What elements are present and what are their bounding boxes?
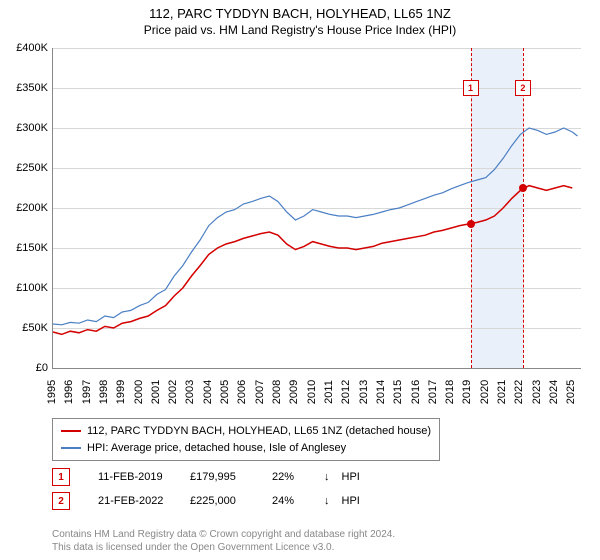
x-tick-label: 2015 [392, 380, 404, 404]
legend-label: 112, PARC TYDDYN BACH, HOLYHEAD, LL65 1N… [87, 423, 431, 440]
x-tick-label: 2000 [133, 380, 145, 404]
x-tick-label: 2007 [254, 380, 266, 404]
chart-container: 112, PARC TYDDYN BACH, HOLYHEAD, LL65 1N… [0, 0, 600, 560]
chart-subtitle: Price paid vs. HM Land Registry's House … [0, 21, 600, 37]
x-tick-label: 2018 [444, 380, 456, 404]
x-tick-label: 2017 [427, 380, 439, 404]
x-tick-label: 2025 [565, 380, 577, 404]
legend-swatch [61, 430, 81, 432]
y-tick-label: £100K [8, 282, 48, 294]
x-tick-label: 2012 [340, 380, 352, 404]
sale-marker-box: 1 [52, 468, 70, 486]
sale-date: 11-FEB-2019 [98, 471, 178, 483]
legend-swatch [61, 447, 81, 449]
x-tick-label: 2006 [236, 380, 248, 404]
x-tick-label: 2005 [219, 380, 231, 404]
chart-plot-area: 12 [52, 48, 581, 369]
x-tick-label: 2019 [461, 380, 473, 404]
sale-dot-2 [519, 184, 527, 192]
sale-row: 1 11-FEB-2019 £179,995 22% ↓ HPI [52, 468, 360, 486]
legend-label: HPI: Average price, detached house, Isle… [87, 440, 346, 457]
x-tick-label: 2001 [150, 380, 162, 404]
y-tick-label: £150K [8, 242, 48, 254]
down-arrow-icon: ↓ [324, 471, 330, 483]
x-tick-label: 2011 [323, 380, 335, 404]
x-tick-label: 2014 [375, 380, 387, 404]
y-tick-label: £50K [8, 322, 48, 334]
series-hpi [53, 128, 578, 325]
x-tick-label: 2010 [306, 380, 318, 404]
y-tick-label: £350K [8, 82, 48, 94]
x-tick-label: 1996 [63, 380, 75, 404]
legend: 112, PARC TYDDYN BACH, HOLYHEAD, LL65 1N… [52, 418, 440, 461]
sale-pct: 24% [272, 495, 312, 507]
y-tick-label: £200K [8, 202, 48, 214]
sale-date: 21-FEB-2022 [98, 495, 178, 507]
sale-vs: HPI [342, 495, 360, 507]
x-tick-label: 2003 [184, 380, 196, 404]
x-tick-label: 2023 [531, 380, 543, 404]
x-tick-label: 2022 [513, 380, 525, 404]
x-tick-label: 2004 [202, 380, 214, 404]
x-tick-label: 1999 [115, 380, 127, 404]
x-tick-label: 1997 [81, 380, 93, 404]
chart-lines-svg [53, 48, 581, 368]
footer-line-2: This data is licensed under the Open Gov… [52, 541, 395, 554]
x-tick-label: 2024 [548, 380, 560, 404]
legend-row: HPI: Average price, detached house, Isle… [61, 440, 431, 457]
sale-dot-1 [467, 220, 475, 228]
sale-price: £179,995 [190, 471, 260, 483]
x-tick-label: 2009 [288, 380, 300, 404]
x-tick-label: 2020 [479, 380, 491, 404]
y-tick-label: £0 [8, 362, 48, 374]
legend-row: 112, PARC TYDDYN BACH, HOLYHEAD, LL65 1N… [61, 423, 431, 440]
x-tick-label: 2021 [496, 380, 508, 404]
x-tick-label: 1995 [46, 380, 58, 404]
x-tick-label: 1998 [98, 380, 110, 404]
footer-line-1: Contains HM Land Registry data © Crown c… [52, 528, 395, 541]
y-tick-label: £250K [8, 162, 48, 174]
sale-marker-2: 2 [515, 80, 531, 96]
x-tick-label: 2002 [167, 380, 179, 404]
y-tick-label: £300K [8, 122, 48, 134]
sale-row: 2 21-FEB-2022 £225,000 24% ↓ HPI [52, 492, 360, 510]
footer: Contains HM Land Registry data © Crown c… [52, 528, 395, 554]
down-arrow-icon: ↓ [324, 495, 330, 507]
sale-vs: HPI [342, 471, 360, 483]
x-tick-label: 2008 [271, 380, 283, 404]
sale-pct: 22% [272, 471, 312, 483]
x-tick-label: 2016 [410, 380, 422, 404]
y-tick-label: £400K [8, 42, 48, 54]
x-tick-label: 2013 [358, 380, 370, 404]
sale-price: £225,000 [190, 495, 260, 507]
chart-title: 112, PARC TYDDYN BACH, HOLYHEAD, LL65 1N… [0, 0, 600, 21]
sale-marker-box: 2 [52, 492, 70, 510]
series-property [53, 186, 572, 335]
sale-marker-1: 1 [463, 80, 479, 96]
